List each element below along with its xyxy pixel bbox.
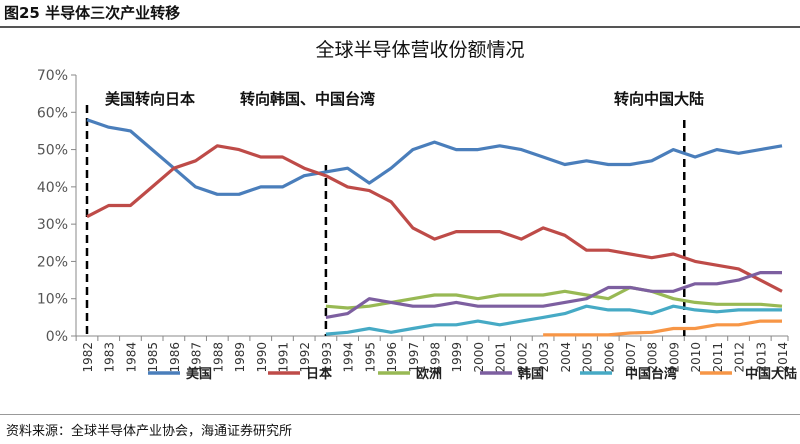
x-tick-label: 1984 (124, 342, 138, 373)
footer-divider (0, 414, 800, 415)
legend-label: 日本 (306, 366, 332, 382)
x-tick-label: 2014 (776, 342, 790, 373)
series-line-韩国 (325, 271, 782, 319)
chart-title: 全球半导体营收份额情况 (315, 39, 524, 61)
legend-label: 中国大陆 (745, 366, 797, 382)
x-tick-label: 1986 (168, 342, 182, 373)
x-tick-label: 1989 (233, 342, 247, 373)
legend-label: 美国 (186, 366, 212, 382)
x-tick-label: 1995 (363, 342, 377, 373)
series-line-中国大陆 (543, 319, 782, 337)
x-tick-label: 1991 (276, 342, 290, 373)
y-tick-label: 30% (37, 217, 68, 233)
x-tick-label: 1993 (320, 342, 334, 373)
x-tick-label: 1985 (146, 342, 160, 373)
y-tick-label: 70% (37, 68, 68, 84)
x-tick-label: 1982 (81, 342, 95, 373)
series-line-日本 (86, 144, 783, 293)
figure-header: 图25 半导体三次产业转移 (4, 4, 181, 22)
x-tick-label: 2000 (472, 342, 486, 373)
series-line-中国台湾 (325, 304, 782, 336)
x-tick-label: 2008 (646, 342, 660, 373)
y-tick-label: 10% (37, 292, 68, 308)
legend-label: 韩国 (518, 366, 544, 382)
y-tick-label: 50% (37, 143, 68, 159)
x-tick-label: 1996 (385, 342, 399, 373)
x-tick-label: 2012 (733, 342, 747, 373)
legend-label: 欧洲 (416, 366, 442, 382)
annotation-label: 转向中国大陆 (614, 90, 704, 108)
x-tick-label: 1987 (190, 342, 204, 373)
y-tick-label: 40% (37, 180, 68, 196)
source-note: 资料来源：全球半导体产业协会，海通证券研究所 (6, 424, 293, 439)
annotation-label: 转向韩国、中国台湾 (240, 90, 375, 108)
x-tick-label: 1997 (407, 342, 421, 373)
x-tick-label: 1999 (450, 342, 464, 373)
x-tick-label: 2007 (624, 342, 638, 373)
y-tick-label: 0% (46, 329, 68, 345)
x-tick-label: 2002 (515, 342, 529, 373)
legend-label: 中国台湾 (625, 366, 677, 382)
x-tick-label: 2011 (711, 342, 725, 373)
annotation-label: 美国转向日本 (105, 90, 195, 108)
x-tick-label: 2010 (689, 342, 703, 373)
x-tick-label: 1990 (255, 342, 269, 373)
series-line-欧洲 (325, 285, 783, 310)
x-tick-label: 2005 (581, 342, 595, 373)
x-tick-label: 2003 (537, 342, 551, 373)
x-tick-label: 2009 (667, 342, 681, 373)
x-tick-label: 1983 (103, 342, 117, 373)
x-tick-label: 2001 (494, 342, 508, 373)
x-tick-label: 2013 (754, 342, 768, 373)
y-tick-label: 60% (37, 105, 68, 121)
x-tick-label: 2004 (559, 342, 573, 373)
x-tick-label: 1998 (429, 342, 443, 373)
y-tick-label: 20% (37, 254, 68, 270)
series-line-美国 (86, 118, 783, 196)
x-tick-label: 1988 (211, 342, 225, 373)
header-divider (0, 26, 800, 28)
x-tick-label: 1994 (342, 342, 356, 373)
x-tick-label: 1992 (298, 342, 312, 373)
x-tick-label: 2006 (602, 342, 616, 373)
